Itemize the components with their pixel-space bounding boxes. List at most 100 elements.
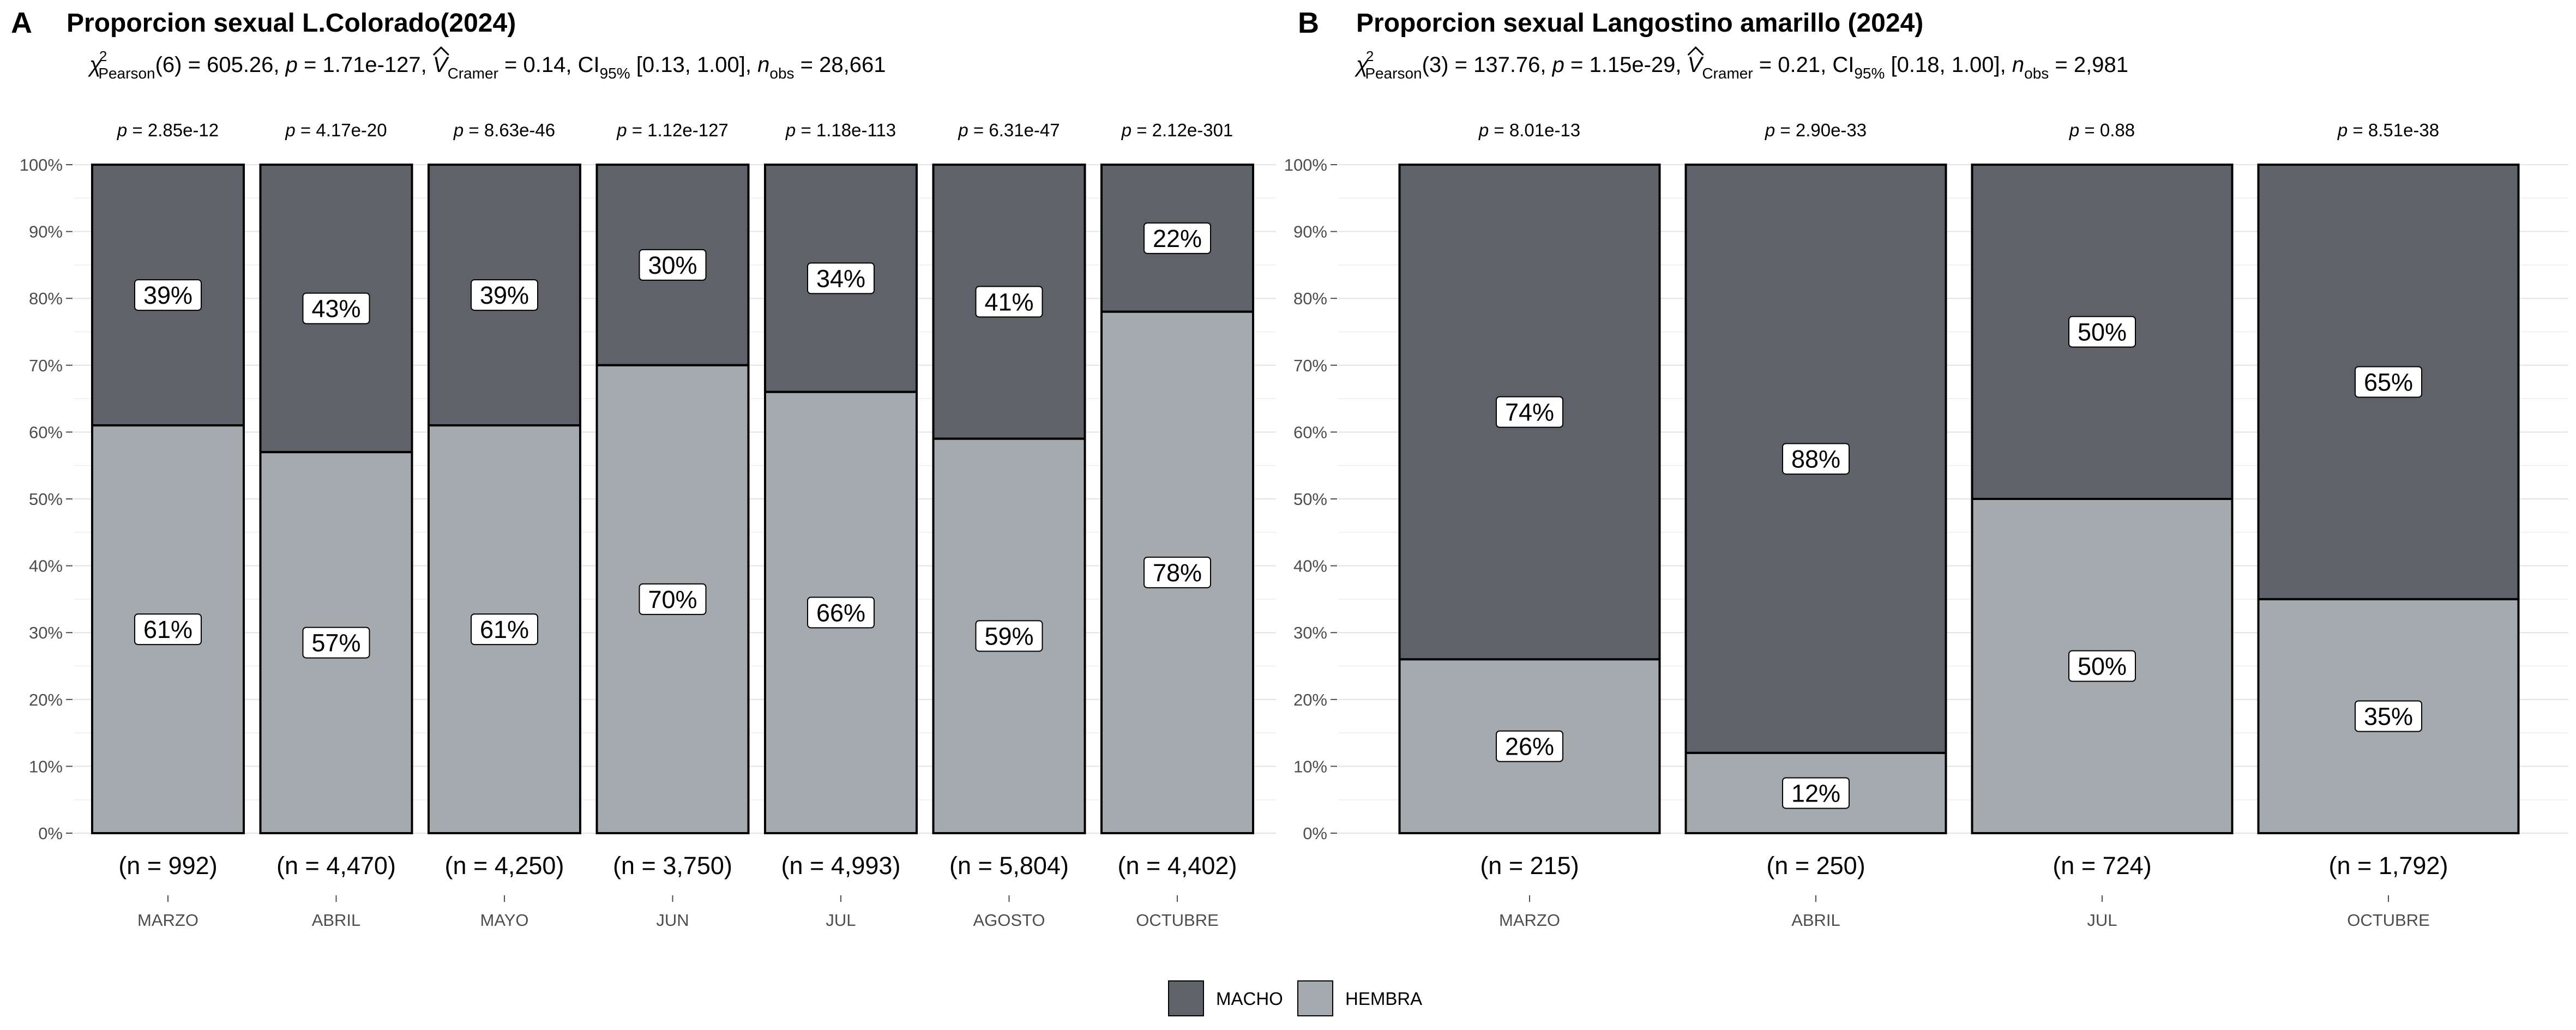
n-label: (n = 992) xyxy=(118,852,217,880)
data-label-text: 43% xyxy=(311,295,360,323)
data-label-box xyxy=(807,597,875,629)
panel-a-letter: A xyxy=(11,7,32,39)
data-label-text: 41% xyxy=(984,288,1033,316)
n-label: (n = 5,804) xyxy=(949,852,1069,880)
data-label-macho: 30% xyxy=(639,249,707,281)
data-label-box xyxy=(1143,556,1211,588)
data-label-text: 59% xyxy=(984,622,1033,650)
data-label-box xyxy=(471,279,538,311)
data-label-macho: 74% xyxy=(1496,396,1563,428)
n-label: (n = 724) xyxy=(2053,852,2151,880)
data-label-hembra: 61% xyxy=(134,613,202,646)
data-label-box xyxy=(2355,366,2422,398)
ci-value: [0.18, 1.00], xyxy=(1885,53,2012,77)
p-value-label: p = 2.85e-12 xyxy=(117,120,219,140)
p-value-label: p = 4.17e-20 xyxy=(285,120,387,140)
data-label-text: 70% xyxy=(648,586,697,613)
p-value-label: p = 1.18e-113 xyxy=(785,120,896,140)
data-label-box xyxy=(471,613,538,646)
data-label-box xyxy=(1782,777,1850,809)
ci-value: [0.13, 1.00], xyxy=(630,53,758,77)
x-tick-label: MAYO xyxy=(480,911,529,930)
data-label-text: 74% xyxy=(1505,399,1554,426)
legend-label-macho: MACHO xyxy=(1216,989,1283,1009)
x-tick-label: AGOSTO xyxy=(973,911,1045,930)
data-label-hembra: 66% xyxy=(807,597,875,629)
data-label-box xyxy=(1782,443,1850,475)
chi-sub: Pearson xyxy=(98,65,155,82)
data-label-box xyxy=(639,249,707,281)
legend-key-macho xyxy=(1168,980,1204,1016)
n-symbol: n xyxy=(2012,53,2024,77)
panel-a-title: Proporcion sexual L.Colorado(2024) xyxy=(67,9,516,38)
data-label-text: 35% xyxy=(2364,702,2413,730)
data-label-box xyxy=(134,279,202,311)
data-label-text: 61% xyxy=(143,616,192,643)
y-tick-label: 40% xyxy=(1293,557,1327,576)
n-label: (n = 4,402) xyxy=(1118,852,1237,880)
y-tick-label: 0% xyxy=(1303,824,1327,843)
p-value-label: p = 8.51e-38 xyxy=(2337,120,2439,140)
data-label-hembra: 78% xyxy=(1143,556,1211,588)
p-value: = 1.71e-127, xyxy=(298,53,433,77)
v-hat-mark xyxy=(1687,46,1704,56)
data-label-text: 39% xyxy=(143,281,192,309)
x-tick-label: JUL xyxy=(826,911,856,930)
chi-value: (3) = 137.76, xyxy=(1422,53,1552,77)
data-label-text: 88% xyxy=(1791,445,1840,473)
n-symbol: n xyxy=(757,53,769,77)
data-label-text: 65% xyxy=(2364,368,2413,396)
legend: MACHO HEMBRA xyxy=(1168,980,1422,1016)
legend-label-hembra: HEMBRA xyxy=(1345,989,1422,1009)
x-tick-label: JUN xyxy=(656,911,689,930)
data-label-box xyxy=(975,286,1043,318)
data-label-hembra: 61% xyxy=(471,613,538,646)
y-tick-label: 70% xyxy=(29,356,63,375)
p-value-label: p = 8.63e-46 xyxy=(453,120,555,140)
data-label-text: 66% xyxy=(816,599,865,627)
data-label-macho: 41% xyxy=(975,286,1043,318)
data-label-hembra: 12% xyxy=(1782,777,1850,809)
data-label-macho: 39% xyxy=(471,279,538,311)
n-label: (n = 3,750) xyxy=(613,852,732,880)
data-label-hembra: 35% xyxy=(2355,700,2422,732)
data-label-box xyxy=(975,620,1043,652)
p-value-label: p = 1.12e-127 xyxy=(616,120,729,140)
data-label-macho: 65% xyxy=(2355,366,2422,398)
n-label: (n = 215) xyxy=(1480,852,1579,880)
n-sub: obs xyxy=(769,65,794,82)
chi-sup: 2 xyxy=(99,48,107,64)
chi-symbol: χ xyxy=(1355,53,1369,77)
bar-hembra xyxy=(1684,751,1947,834)
data-label-text: 26% xyxy=(1505,733,1554,761)
data-label-text: 50% xyxy=(2078,318,2127,346)
p-symbol: p xyxy=(1552,53,1564,77)
data-label-text: 61% xyxy=(480,616,529,643)
data-label-box xyxy=(134,613,202,646)
y-tick-label: 80% xyxy=(29,289,63,308)
data-label-macho: 39% xyxy=(134,279,202,311)
v-symbol: V xyxy=(433,53,449,77)
y-tick-label: 50% xyxy=(1293,490,1327,509)
v-value: = 0.14, CI xyxy=(498,53,600,77)
v-symbol: V xyxy=(1688,53,1704,77)
y-tick-label: 70% xyxy=(1293,356,1327,375)
y-tick-label: 20% xyxy=(29,690,63,709)
y-tick-label: 60% xyxy=(1293,423,1327,442)
data-label-hembra: 59% xyxy=(975,620,1043,652)
data-label-box xyxy=(2355,700,2422,732)
x-tick-label: JUL xyxy=(2087,911,2117,930)
data-label-box xyxy=(2068,650,2136,682)
y-tick-label: 90% xyxy=(29,222,63,242)
data-label-box xyxy=(2068,316,2136,348)
panel-a-plot: 0% 10% 20% 30% 40% 50% 60% 70% 80% 90% 100% 39% 61% p… xyxy=(20,120,1276,930)
n-label: (n = 4,250) xyxy=(445,852,564,880)
chi-symbol: χ xyxy=(88,53,102,77)
chi-value: (6) = 605.26, xyxy=(155,53,286,77)
data-label-text: 78% xyxy=(1153,559,1202,587)
n-value: = 2,981 xyxy=(2049,53,2128,77)
y-tick-label: 90% xyxy=(1293,222,1327,242)
p-value-label: p = 6.31e-47 xyxy=(958,120,1060,140)
data-label-box xyxy=(1496,396,1563,428)
